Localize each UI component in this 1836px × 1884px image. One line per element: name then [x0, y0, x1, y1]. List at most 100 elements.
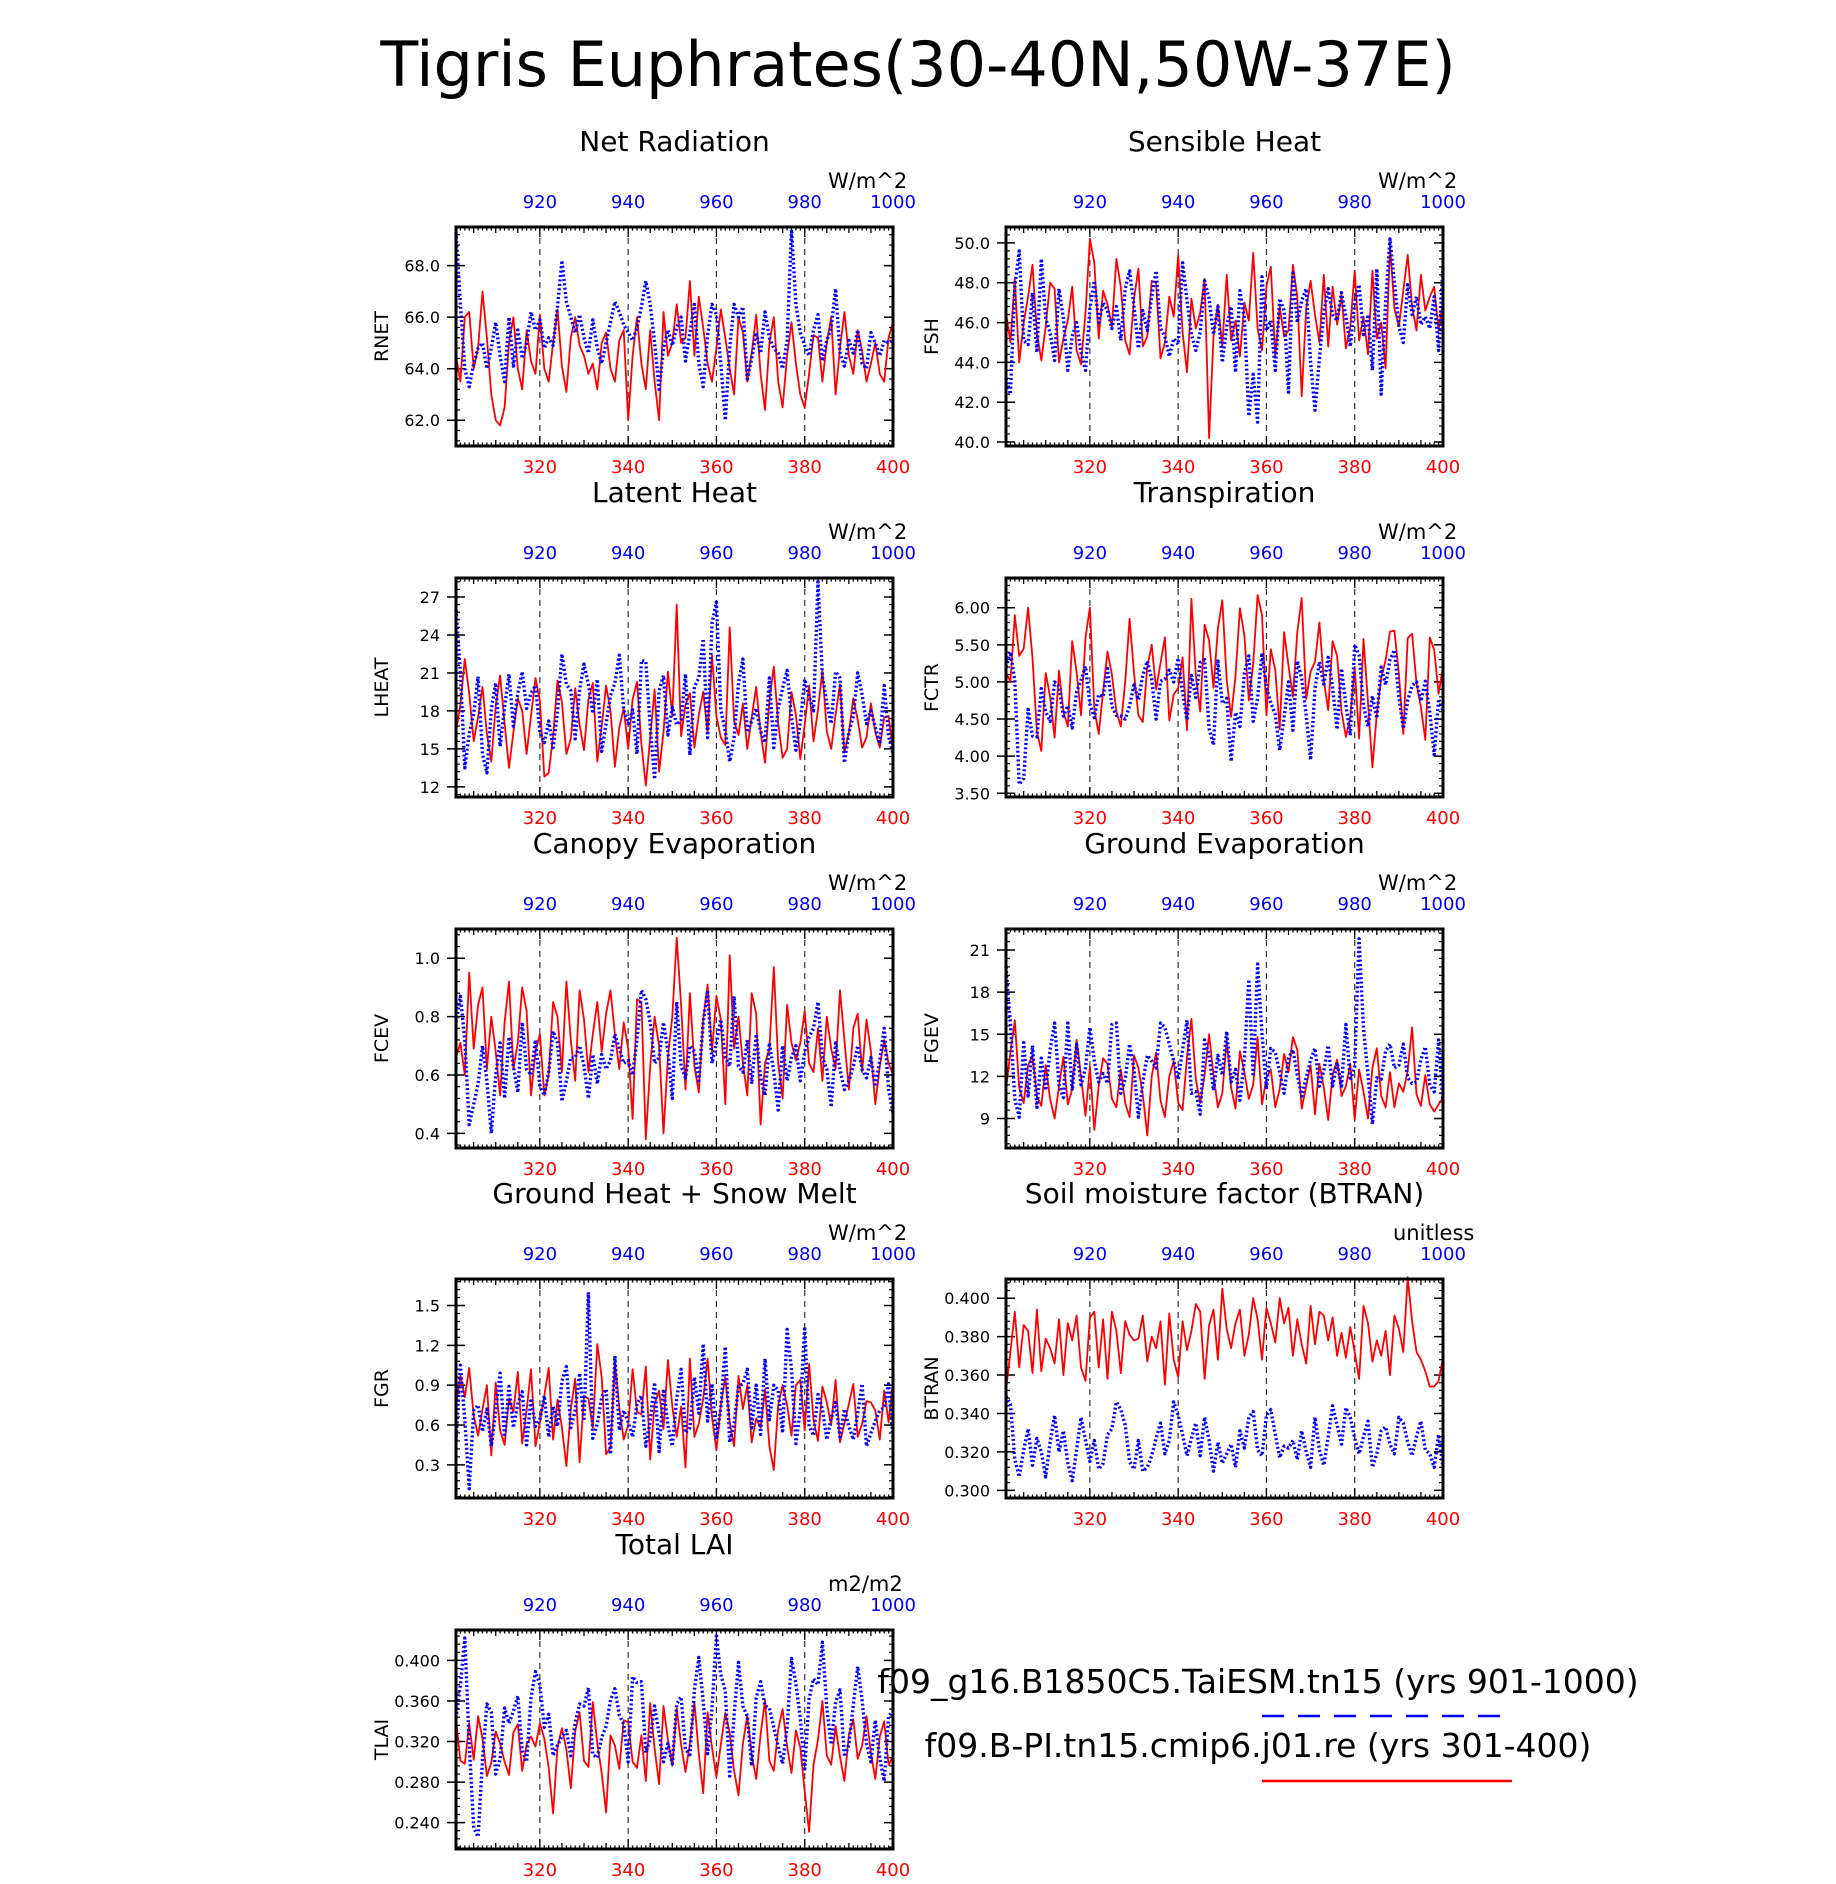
units-label: unitless — [1393, 1221, 1474, 1245]
x-bottom-tick-label: 320 — [1073, 1159, 1107, 1180]
x-top-tick-label: 920 — [523, 192, 557, 213]
x-bottom-tick-label: 320 — [1073, 1509, 1107, 1530]
x-bottom-tick-label: 360 — [699, 1509, 733, 1530]
x-bottom-tick-label: 360 — [699, 1860, 733, 1881]
units-label: W/m^2 — [828, 169, 907, 193]
x-top-tick-label: 960 — [699, 1595, 733, 1616]
y-tick-label: 5.00 — [954, 673, 990, 692]
y-axis-label: LHEAT — [371, 657, 393, 717]
y-axis-label: FGR — [371, 1369, 393, 1408]
x-bottom-tick-label: 380 — [1338, 457, 1372, 478]
legend-label-blue: f09_g16.B1850C5.TaiESM.tn15 (yrs 901-100… — [877, 1662, 1638, 1701]
y-tick-label: 4.00 — [954, 747, 990, 766]
y-tick-label: 0.360 — [944, 1366, 990, 1385]
units-label: W/m^2 — [828, 520, 907, 544]
panel-tlai: Total LAI m2/m2 0.240 0.280 0.320 0.360 0.400 3… — [371, 1528, 916, 1881]
x-top-tick-label: 1000 — [1420, 192, 1466, 213]
x-top-tick-label: 920 — [1073, 894, 1107, 915]
x-bottom-tick-label: 380 — [788, 1159, 822, 1180]
panel-title: Latent Heat — [592, 476, 757, 509]
panel-lheat: Latent Heat W/m^2 12 15 18 21 24 27 320 340 360 380… — [371, 476, 916, 829]
y-tick-label: 1.5 — [415, 1297, 440, 1316]
x-bottom-tick-label: 320 — [523, 1159, 557, 1180]
x-top-tick-label: 920 — [523, 1595, 557, 1616]
units-label: W/m^2 — [1378, 871, 1457, 895]
y-tick-label: 12 — [970, 1067, 990, 1086]
y-axis-label: FCEV — [371, 1014, 393, 1063]
x-bottom-tick-label: 340 — [611, 1159, 645, 1180]
plot-frame — [454, 576, 895, 799]
panel-fsh: Sensible Heat W/m^2 40.0 42.0 44.0 46.0 48.0 50… — [921, 125, 1466, 478]
x-top-tick-label: 960 — [699, 894, 733, 915]
y-tick-label: 21 — [420, 664, 440, 683]
y-tick-label: 42.0 — [954, 393, 990, 412]
y-tick-label: 0.280 — [394, 1773, 440, 1792]
units-label: W/m^2 — [828, 871, 907, 895]
y-tick-label: 1.0 — [415, 949, 440, 968]
y-axis-label: RNET — [371, 311, 393, 362]
plot-frame — [454, 1628, 895, 1851]
x-bottom-tick-label: 340 — [611, 1860, 645, 1881]
y-tick-label: 1.2 — [415, 1336, 440, 1355]
x-bottom-tick-label: 400 — [876, 1860, 910, 1881]
x-top-tick-label: 1000 — [870, 1595, 916, 1616]
x-top-tick-label: 920 — [523, 543, 557, 564]
y-tick-label: 46.0 — [954, 314, 990, 333]
x-top-tick-label: 960 — [1249, 543, 1283, 564]
y-tick-label: 50.0 — [954, 234, 990, 253]
x-bottom-tick-label: 400 — [876, 1159, 910, 1180]
x-top-tick-label: 920 — [1073, 192, 1107, 213]
x-top-tick-label: 980 — [1338, 543, 1372, 564]
x-bottom-tick-label: 380 — [1338, 1509, 1372, 1530]
panel-title: Sensible Heat — [1128, 125, 1321, 158]
x-top-tick-label: 960 — [699, 543, 733, 564]
y-axis-label: BTRAN — [921, 1356, 943, 1420]
series-line-blue — [454, 1290, 895, 1491]
x-top-tick-label: 980 — [1338, 894, 1372, 915]
x-bottom-tick-label: 400 — [876, 1509, 910, 1530]
x-top-tick-label: 960 — [1249, 192, 1283, 213]
x-top-tick-label: 940 — [611, 543, 645, 564]
plot-frame — [1004, 1277, 1445, 1500]
panel-title: Total LAI — [615, 1528, 734, 1561]
x-top-tick-label: 940 — [1161, 192, 1195, 213]
panel-title: Transpiration — [1133, 476, 1316, 509]
x-top-tick-label: 1000 — [870, 894, 916, 915]
y-axis-label: FSH — [921, 318, 943, 355]
x-bottom-tick-label: 400 — [876, 457, 910, 478]
x-bottom-tick-label: 400 — [1426, 1509, 1460, 1530]
plot-frame — [454, 927, 895, 1150]
y-tick-label: 64.0 — [404, 360, 440, 379]
x-top-tick-label: 940 — [1161, 543, 1195, 564]
x-top-tick-label: 940 — [611, 192, 645, 213]
series-line-red — [1005, 594, 1444, 769]
x-top-tick-label: 980 — [788, 894, 822, 915]
x-top-tick-label: 1000 — [870, 1244, 916, 1265]
y-tick-label: 0.3 — [415, 1456, 440, 1475]
y-tick-label: 18 — [970, 983, 990, 1002]
x-top-tick-label: 1000 — [1420, 543, 1466, 564]
panel-title: Net Radiation — [579, 125, 769, 158]
units-label: m2/m2 — [828, 1572, 903, 1596]
y-tick-label: 0.380 — [944, 1328, 990, 1347]
x-bottom-tick-label: 360 — [1249, 1509, 1283, 1530]
y-tick-label: 21 — [970, 941, 990, 960]
y-axis-label: FCTR — [921, 663, 943, 712]
panel-fgev: Ground Evaporation W/m^2 9 12 15 18 21 320 340 36… — [921, 827, 1466, 1180]
y-tick-label: 15 — [970, 1025, 990, 1044]
y-tick-label: 0.6 — [415, 1416, 440, 1435]
y-tick-label: 0.320 — [944, 1443, 990, 1462]
y-tick-label: 44.0 — [954, 353, 990, 372]
x-bottom-tick-label: 340 — [1161, 1159, 1195, 1180]
y-tick-label: 66.0 — [404, 308, 440, 327]
plot-frame — [1004, 927, 1445, 1150]
x-bottom-tick-label: 380 — [788, 808, 822, 829]
panel-btran: Soil moisture factor (BTRAN) unitless 0.30… — [921, 1177, 1474, 1530]
y-tick-label: 24 — [420, 626, 440, 645]
x-bottom-tick-label: 340 — [611, 457, 645, 478]
y-tick-label: 0.4 — [415, 1124, 440, 1143]
y-tick-label: 5.50 — [954, 636, 990, 655]
x-bottom-tick-label: 340 — [611, 1509, 645, 1530]
y-tick-label: 3.50 — [954, 784, 990, 803]
